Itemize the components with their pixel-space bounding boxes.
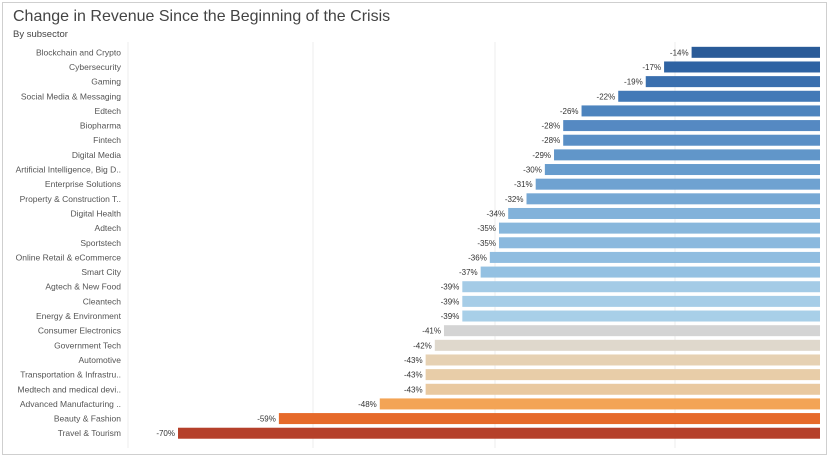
category-label: Government Tech <box>54 340 121 350</box>
category-label: Edtech <box>95 106 122 116</box>
category-label: Advanced Manufacturing .. <box>20 399 121 409</box>
bar[interactable] <box>691 46 820 58</box>
chart-subtitle: By subsector <box>13 29 68 40</box>
value-label: -28% <box>542 136 561 145</box>
bar[interactable] <box>178 427 820 439</box>
bar[interactable] <box>425 369 820 381</box>
value-label: -43% <box>404 356 423 365</box>
category-label: Cybersecurity <box>69 62 122 72</box>
bar[interactable] <box>278 413 820 425</box>
bars-group <box>178 46 820 439</box>
category-label: Adtech <box>95 223 122 233</box>
bar[interactable] <box>499 237 820 249</box>
category-label: Automotive <box>78 355 121 365</box>
value-label: -31% <box>514 180 533 189</box>
category-label: Property & Construction T.. <box>20 194 121 204</box>
bar[interactable] <box>508 207 820 219</box>
category-label: Medtech and medical devi.. <box>18 384 121 394</box>
category-label: Biopharma <box>80 121 121 131</box>
value-label: -42% <box>413 341 432 350</box>
value-label: -17% <box>642 63 661 72</box>
bar[interactable] <box>563 120 820 132</box>
bar[interactable] <box>425 383 820 395</box>
bar[interactable] <box>379 398 820 410</box>
value-label: -39% <box>441 297 460 306</box>
category-label: Energy & Environment <box>36 311 122 321</box>
bar[interactable] <box>425 354 820 366</box>
bar[interactable] <box>554 149 820 161</box>
value-label: -41% <box>422 327 441 336</box>
bar[interactable] <box>544 164 820 176</box>
bar[interactable] <box>462 310 820 322</box>
value-label: -70% <box>156 429 175 438</box>
bar[interactable] <box>618 90 820 102</box>
category-label: Cleantech <box>83 296 122 306</box>
bar[interactable] <box>462 281 820 293</box>
value-label: -35% <box>477 239 496 248</box>
category-label: Smart City <box>81 267 121 277</box>
bar[interactable] <box>489 251 820 263</box>
category-label: Transportation & Infrastru.. <box>20 370 121 380</box>
bar[interactable] <box>443 325 820 337</box>
value-label: -43% <box>404 385 423 394</box>
value-label: -39% <box>441 312 460 321</box>
value-label: -39% <box>441 283 460 292</box>
category-label: Digital Health <box>70 208 121 218</box>
bar[interactable] <box>581 105 820 117</box>
category-label: Agtech & New Food <box>45 282 121 292</box>
value-label: -36% <box>468 253 487 262</box>
bar[interactable] <box>462 295 820 307</box>
value-labels-group: -14% -17% -19% -22% -26% -28% -28% -29% -30% -31%… <box>156 48 688 438</box>
chart-title: Change in Revenue Since the Beginning of… <box>13 8 391 25</box>
bar[interactable] <box>480 266 820 278</box>
category-label: Gaming <box>91 77 121 87</box>
value-label: -19% <box>624 78 643 87</box>
value-label: -37% <box>459 268 478 277</box>
category-label: Beauty & Fashion <box>54 414 121 424</box>
bar[interactable] <box>526 193 820 205</box>
category-label: Social Media & Messaging <box>21 91 121 101</box>
category-label: Consumer Electronics <box>38 326 121 336</box>
value-label: -32% <box>505 195 524 204</box>
value-label: -30% <box>523 166 542 175</box>
value-label: -14% <box>670 48 689 57</box>
value-label: -35% <box>477 224 496 233</box>
category-label: Sportstech <box>80 238 121 248</box>
bar[interactable] <box>535 178 820 190</box>
value-label: -34% <box>486 209 505 218</box>
category-label: Online Retail & eCommerce <box>16 252 122 262</box>
bar[interactable] <box>434 339 820 351</box>
value-label: -22% <box>597 92 616 101</box>
value-label: -26% <box>560 107 579 116</box>
bar[interactable] <box>563 134 820 146</box>
bar[interactable] <box>664 61 820 73</box>
category-labels-group: Blockchain and Crypto Cybersecurity Gaming… <box>16 47 122 438</box>
value-label: -59% <box>257 415 276 424</box>
bar[interactable] <box>645 76 820 88</box>
category-label: Travel & Tourism <box>58 428 121 438</box>
value-label: -43% <box>404 371 423 380</box>
category-label: Artificial Intelligence, Big D.. <box>16 165 121 175</box>
value-label: -48% <box>358 400 377 409</box>
category-label: Digital Media <box>72 150 121 160</box>
category-label: Enterprise Solutions <box>45 179 121 189</box>
category-label: Blockchain and Crypto <box>36 47 121 57</box>
category-label: Fintech <box>93 135 121 145</box>
value-label: -28% <box>542 122 561 131</box>
value-label: -29% <box>532 151 551 160</box>
bar[interactable] <box>499 222 820 234</box>
